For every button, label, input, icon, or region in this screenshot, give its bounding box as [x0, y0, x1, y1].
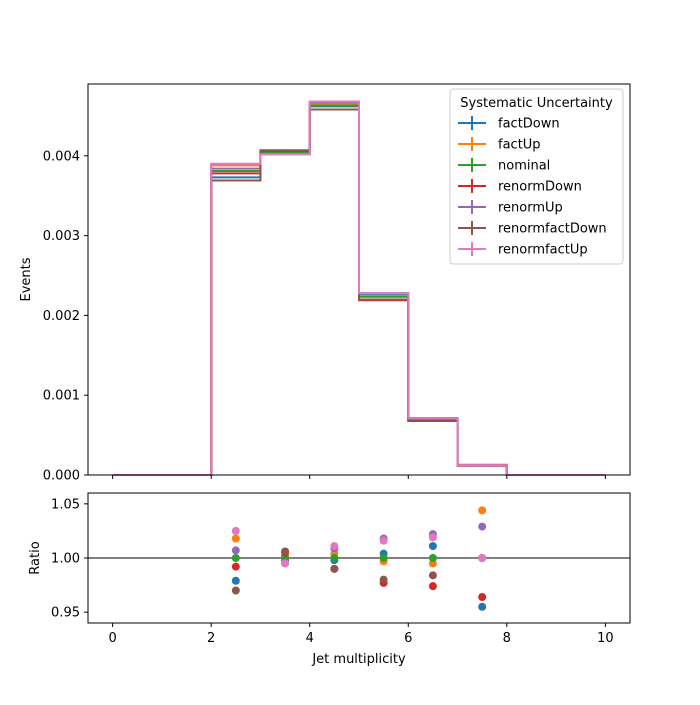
main-plot-frame — [87, 83, 631, 476]
main-y-ticks: 0.000 0.001 0.002 0.003 0.004 — [43, 149, 88, 484]
ratio-point-nominal — [428, 554, 437, 562]
legend-item-factDown: factDown — [458, 116, 560, 132]
ratio-point-renormfactDown — [231, 586, 240, 595]
ratio-y-ticks: 0.95 1.00 1.05 — [51, 497, 88, 621]
ratio-point-renormfactDown — [379, 575, 388, 584]
ratio-point-factDown — [231, 576, 240, 585]
ratio-point-nominal — [379, 554, 388, 562]
ratio-point-renormfactDown — [428, 571, 437, 580]
ratio-point-factUp — [478, 506, 487, 515]
main-y-tick-label: 0.000 — [43, 469, 80, 484]
x-axis-label: Jet multiplicity — [311, 652, 406, 667]
ratio-point-renormDown — [231, 562, 240, 571]
main-y-tick-label: 0.003 — [43, 229, 80, 244]
ratio-point-nominal — [330, 554, 339, 562]
ratio-point-renormfactUp — [478, 554, 487, 562]
ratio-point-factUp — [231, 534, 240, 543]
ratio-x-tick-label: 2 — [207, 631, 215, 646]
legend-label: factDown — [498, 117, 560, 132]
main-y-tick-label: 0.004 — [43, 149, 80, 164]
ratio-point-renormDown — [478, 593, 487, 601]
legend-item-renormfactDown: renormfactDown — [458, 221, 607, 237]
legend-items: factDown factUp nominal renormDown renormUp r… — [458, 116, 607, 258]
legend-label: renormUp — [498, 201, 563, 216]
ratio-point-renormfactUp — [379, 536, 388, 545]
ratio-point-renormfactUp — [231, 526, 240, 535]
legend-item-factUp: factUp — [458, 137, 541, 153]
legend-label: nominal — [498, 159, 550, 174]
ratio-point-renormUp — [231, 546, 240, 555]
ratio-y-axis-label: Ratio — [28, 541, 43, 574]
ratio-point-nominal — [231, 554, 240, 562]
legend-label: renormDown — [498, 180, 582, 195]
ratio-point-renormfactUp — [428, 533, 437, 542]
ratio-point-renormfactUp — [330, 542, 339, 551]
ratio-point-factDown — [478, 602, 487, 611]
main-x-ticks — [112, 475, 606, 479]
legend-label: renormfactDown — [498, 222, 607, 237]
ratio-panel: 0.95 1.00 1.05 0 2 4 6 8 10 Ratio Jet multiplic… — [28, 492, 631, 667]
ratio-points — [231, 506, 487, 611]
ratio-x-tick-label: 8 — [503, 631, 511, 646]
legend-title: Systematic Uncertainty — [460, 96, 613, 111]
ratio-y-tick-label: 1.05 — [51, 497, 80, 512]
legend-item-renormUp: renormUp — [458, 200, 563, 216]
main-y-axis-label: Events — [19, 257, 34, 301]
ratio-y-tick-label: 0.95 — [51, 606, 80, 621]
main-y-tick-label: 0.002 — [43, 309, 80, 324]
ratio-x-tick-label: 10 — [597, 631, 614, 646]
ratio-x-ticks: 0 2 4 6 8 10 — [108, 623, 614, 646]
ratio-y-tick-label: 1.00 — [51, 552, 80, 567]
main-series-lines — [112, 100, 606, 476]
ratio-point-renormfactUp — [281, 559, 290, 568]
ratio-x-tick-label: 6 — [404, 631, 412, 646]
ratio-point-renormDown — [428, 582, 437, 591]
series-line-renormfactUp — [112, 100, 606, 476]
ratio-point-renormfactDown — [281, 547, 290, 556]
legend: Systematic Uncertainty factDown factUp nom… — [449, 88, 624, 265]
ratio-point-renormUp — [478, 522, 487, 531]
legend-label: factUp — [498, 138, 541, 153]
legend-item-renormDown: renormDown — [458, 179, 582, 195]
main-panel: 0.000 0.001 0.002 0.003 0.004 Events Systema… — [19, 83, 631, 484]
legend-box — [449, 88, 624, 265]
main-y-tick-label: 0.001 — [43, 389, 80, 404]
ratio-x-tick-label: 4 — [306, 631, 314, 646]
ratio-point-renormfactDown — [330, 564, 339, 573]
ratio-point-factDown — [428, 542, 437, 551]
legend-item-nominal: nominal — [458, 158, 550, 174]
ratio-plot-frame — [87, 492, 631, 624]
ratio-x-tick-label: 0 — [108, 631, 116, 646]
legend-item-renormfactUp: renormfactUp — [458, 242, 588, 258]
legend-label: renormfactUp — [498, 243, 588, 258]
